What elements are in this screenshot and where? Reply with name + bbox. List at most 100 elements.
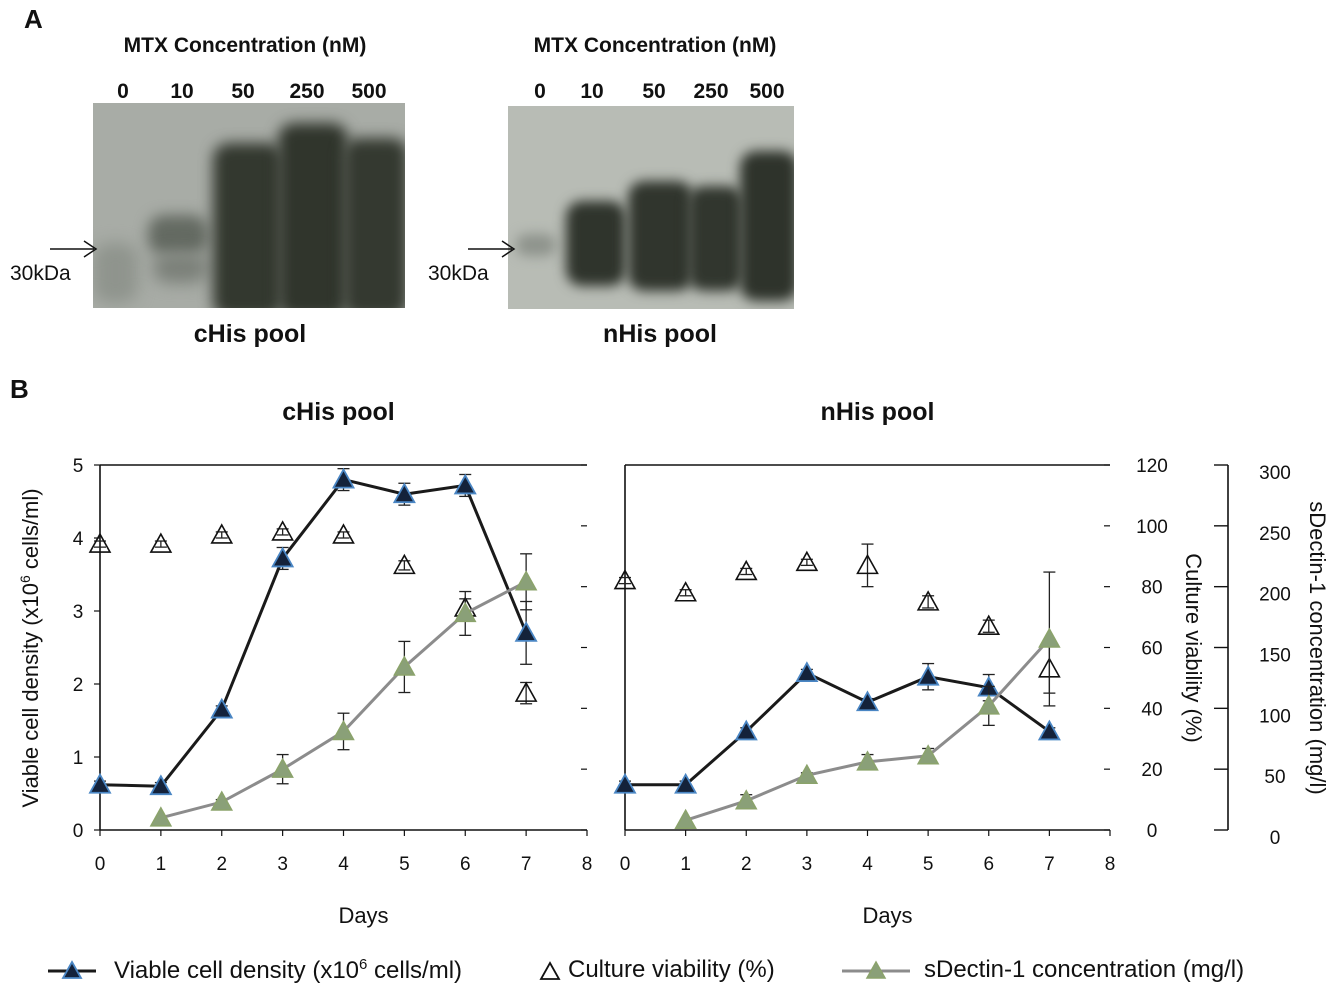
chart-title: nHis pool <box>821 398 935 426</box>
left-gel-marker-arrow <box>50 240 98 258</box>
right-gel-title: MTX Concentration (nM) <box>533 34 777 57</box>
left-gel-caption: cHis pool <box>193 320 307 348</box>
data-point-concentration <box>795 763 819 784</box>
x-tick-label: 2 <box>216 854 227 875</box>
data-point-density <box>734 719 758 741</box>
data-point-density <box>916 664 940 686</box>
gel-band <box>566 201 626 286</box>
right-gel-lane-label: 0 <box>534 80 546 103</box>
data-point-density <box>271 546 295 568</box>
data-point-density <box>88 772 112 794</box>
data-point-density <box>149 774 173 796</box>
legend-viability-label: Culture viability (%) <box>568 956 775 983</box>
data-point-density <box>453 473 477 495</box>
data-point-density <box>514 621 538 642</box>
x-axis-title: Days <box>338 903 388 928</box>
data-point-viability <box>393 553 416 575</box>
panel-a-letter: A <box>24 4 43 34</box>
data-point-concentration <box>514 570 538 591</box>
left-gel-lane-label: 10 <box>170 80 194 103</box>
y3-axis-title: sDectin-1 concentration (mg/l) <box>1305 501 1330 794</box>
y2-tick-label: 100 <box>1136 517 1168 538</box>
data-point-concentration <box>734 789 758 810</box>
data-point-density <box>855 690 880 712</box>
series-line-density <box>625 671 1051 787</box>
data-point-concentration <box>210 790 234 811</box>
chart-title: cHis pool <box>282 398 395 426</box>
left-gel-lane-label: 500 <box>351 80 387 103</box>
x-tick-label: 3 <box>802 854 813 875</box>
gel-band <box>153 253 208 283</box>
y-tick-label: 1 <box>73 748 84 769</box>
data-point-density <box>331 467 356 489</box>
right-gel-marker-arrow <box>468 240 516 258</box>
y-tick-label: 5 <box>73 456 84 477</box>
data-point-concentration <box>856 750 879 771</box>
legend-density-label: Viable cell density (x106 cells/ml) <box>114 956 463 984</box>
data-point-concentration <box>977 694 1001 715</box>
y2-tick-label: 120 <box>1136 456 1168 477</box>
y3-tick-label: 100 <box>1259 706 1291 727</box>
y2-tick-label: 40 <box>1141 699 1162 720</box>
data-point-concentration <box>393 655 416 676</box>
x-tick-label: 0 <box>95 854 106 875</box>
x-tick-label: 4 <box>338 854 349 875</box>
x-tick-label: 7 <box>521 854 532 875</box>
y2-tick-label: 0 <box>1147 821 1158 842</box>
series-line-concentration <box>685 637 1051 822</box>
y2-tick-label: 80 <box>1141 578 1162 599</box>
data-point-viability <box>674 581 697 602</box>
left-gel-lane-label: 250 <box>289 80 325 103</box>
right-gel-marker-label: 30kDa <box>428 262 489 285</box>
data-point-viability <box>514 681 538 702</box>
data-point-concentration <box>674 808 697 830</box>
x-tick-label: 8 <box>1105 854 1116 875</box>
legend-viability-symbol <box>539 961 561 980</box>
data-point-density <box>1037 719 1061 741</box>
data-point-viability <box>916 590 940 611</box>
data-point-concentration <box>149 806 173 827</box>
y2-tick-label: 60 <box>1141 639 1162 660</box>
y3-tick-label: 250 <box>1259 524 1291 545</box>
x-tick-label: 0 <box>620 854 631 875</box>
gel-band <box>628 181 693 291</box>
gel-band <box>148 215 208 255</box>
x-axis-title: Days <box>862 903 912 928</box>
y3-tick-label: 200 <box>1259 585 1291 606</box>
y-tick-label: 3 <box>73 602 84 623</box>
legend-conc-symbol <box>842 960 910 979</box>
legend-conc-label: sDectin-1 concentration (mg/l) <box>924 956 1245 983</box>
gel-band <box>688 186 743 291</box>
data-point-concentration <box>271 757 294 778</box>
data-point-concentration <box>453 601 477 623</box>
x-tick-label: 8 <box>582 854 593 875</box>
data-point-viability <box>795 550 819 572</box>
x-tick-label: 1 <box>680 854 691 875</box>
left-gel-title: MTX Concentration (nM) <box>123 34 367 57</box>
x-tick-label: 5 <box>399 854 410 875</box>
data-point-density <box>795 661 819 682</box>
x-tick-label: 6 <box>460 854 471 875</box>
x-tick-label: 7 <box>1044 854 1055 875</box>
data-point-viability <box>613 568 637 590</box>
left-gel-lane-label: 0 <box>117 80 129 103</box>
gel-band <box>93 243 138 303</box>
data-point-viability <box>977 614 1001 636</box>
data-point-density <box>674 772 698 794</box>
gel-band <box>278 123 348 308</box>
data-point-concentration <box>332 719 355 741</box>
y3-tick-label: 50 <box>1264 767 1285 788</box>
data-point-viability <box>149 532 173 553</box>
data-point-viability <box>734 559 758 581</box>
y3-tick-label: 300 <box>1259 463 1291 484</box>
right-gel-lane-label: 250 <box>693 80 729 103</box>
x-tick-label: 1 <box>156 854 167 875</box>
gel-band <box>343 138 405 308</box>
series-line-density <box>99 477 528 788</box>
data-point-concentration <box>916 744 940 765</box>
right-gel-lane-label: 10 <box>580 80 604 103</box>
y-tick-label: 4 <box>73 529 84 550</box>
data-point-viability <box>88 532 112 553</box>
gel-band <box>516 234 556 256</box>
data-point-viability <box>856 553 879 575</box>
